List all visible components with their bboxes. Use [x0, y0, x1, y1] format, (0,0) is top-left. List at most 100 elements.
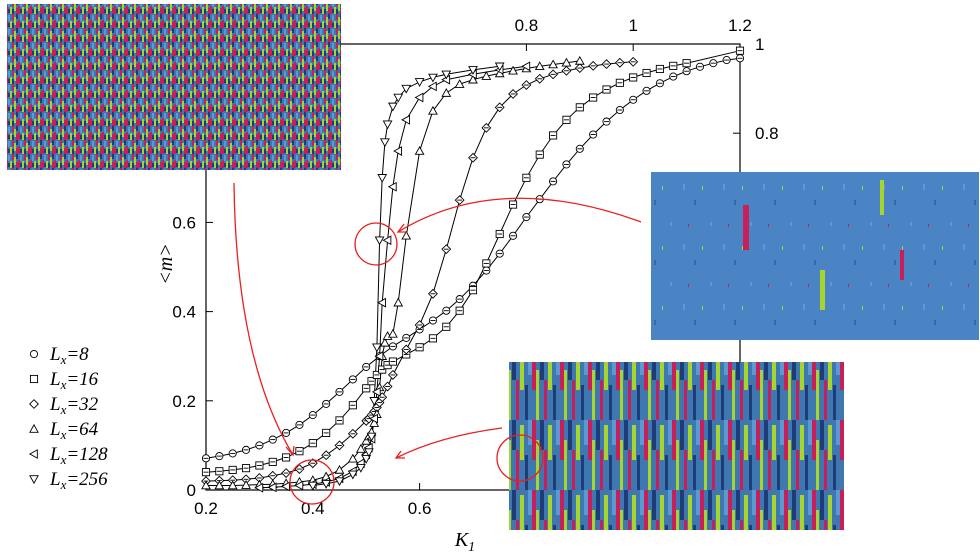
inset-snapshot-bottom-right — [509, 362, 844, 530]
data-point-lx-8 — [562, 160, 571, 169]
data-point-lx-128 — [369, 413, 378, 424]
data-point-lx-64 — [241, 480, 251, 489]
legend-entry-lx-16: Lx=16 — [29, 369, 99, 392]
y-tick-label-left: 0.2 — [172, 392, 196, 411]
y-tick-label-right: 1 — [755, 35, 764, 54]
data-point-lx-16 — [335, 416, 344, 425]
data-point-lx-8 — [201, 454, 211, 463]
inset-snapshot-top-left — [7, 4, 341, 170]
data-point-lx-8 — [709, 59, 718, 68]
data-point-lx-8 — [482, 266, 491, 275]
data-point-lx-64 — [574, 55, 585, 65]
data-point-lx-32 — [534, 73, 545, 84]
data-point-lx-8 — [362, 362, 371, 371]
data-point-lx-16 — [308, 439, 317, 448]
data-point-lx-128 — [281, 481, 290, 492]
legend-symbol — [28, 449, 38, 459]
data-point-lx-256 — [377, 174, 388, 183]
data-point-lx-16 — [509, 200, 518, 209]
data-point-lx-256 — [334, 477, 345, 487]
data-point-lx-8 — [322, 399, 331, 408]
data-point-lx-128 — [294, 480, 304, 491]
data-point-lx-8 — [295, 420, 304, 429]
data-point-lx-16 — [589, 93, 598, 102]
data-point-lx-64 — [561, 57, 572, 67]
inset-cluster-green-1 — [820, 270, 825, 310]
legend-entry-lx-256: Lx=256 — [29, 469, 108, 492]
legend-label: Lx=8 — [49, 344, 89, 367]
x-tick-label-top: 1 — [628, 16, 637, 35]
data-point-lx-32 — [267, 470, 278, 481]
data-point-lx-8 — [495, 249, 504, 258]
data-point-lx-64 — [401, 230, 412, 240]
data-point-lx-128 — [521, 61, 531, 72]
legend-symbol — [29, 475, 39, 485]
data-point-lx-128 — [377, 297, 386, 308]
data-point-lx-32 — [574, 63, 585, 74]
data-point-lx-8 — [335, 387, 344, 396]
data-point-lx-64 — [387, 328, 398, 338]
x-tick-label-bottom: 0.2 — [194, 499, 218, 518]
data-point-lx-256 — [468, 66, 478, 75]
data-point-lx-16 — [629, 73, 638, 82]
data-point-lx-16 — [378, 365, 387, 374]
data-point-lx-32 — [414, 320, 425, 330]
data-point-lx-16 — [201, 468, 211, 477]
data-point-lx-32 — [521, 80, 532, 90]
data-point-lx-64 — [534, 61, 545, 71]
data-point-lx-64 — [441, 87, 452, 97]
y-tick-label-left: 0 — [187, 481, 196, 500]
data-point-lx-32 — [561, 65, 572, 76]
data-point-lx-16 — [562, 115, 571, 124]
data-point-lx-8 — [255, 441, 264, 450]
data-point-lx-64 — [393, 297, 404, 307]
data-point-lx-128 — [382, 235, 392, 246]
data-point-lx-128 — [267, 482, 277, 493]
data-point-lx-256 — [441, 70, 452, 80]
data-point-lx-8 — [629, 95, 638, 104]
data-point-lx-8 — [642, 86, 651, 95]
arrow-to-low-disorder — [233, 182, 294, 456]
data-point-lx-32 — [321, 450, 332, 461]
data-point-lx-16 — [228, 465, 237, 474]
data-point-lx-8 — [669, 72, 678, 81]
data-point-lx-16 — [282, 453, 291, 462]
data-point-lx-64 — [334, 464, 345, 474]
data-point-lx-32 — [401, 344, 412, 355]
x-tick-label-top: 1.2 — [728, 16, 752, 35]
data-point-lx-64 — [355, 443, 366, 453]
data-point-lx-16 — [372, 370, 381, 379]
data-point-lx-16 — [549, 131, 558, 140]
data-point-lx-256 — [414, 78, 425, 87]
data-point-lx-32 — [347, 428, 358, 439]
x-tick-label-bottom: 0.6 — [408, 499, 432, 518]
data-point-lx-8 — [241, 445, 251, 454]
data-point-lx-8 — [655, 79, 664, 88]
legend-entry-lx-64: Lx=64 — [29, 419, 99, 442]
x-axis-title: K1 — [454, 529, 475, 555]
inset-cluster-red-2 — [900, 250, 904, 280]
data-point-lx-256 — [382, 120, 393, 130]
data-point-lx-16 — [655, 64, 664, 74]
data-point-lx-16 — [615, 78, 624, 87]
data-point-lx-16 — [735, 46, 745, 55]
data-point-lx-64 — [414, 145, 425, 155]
data-point-lx-8 — [508, 231, 518, 240]
y-tick-label-left: 0.6 — [172, 213, 196, 232]
data-point-lx-64 — [548, 59, 559, 69]
y-tick-label-right: 0.8 — [755, 124, 779, 143]
highlight-circle-low — [289, 459, 335, 505]
data-point-lx-16 — [415, 343, 424, 352]
data-point-lx-256 — [321, 479, 332, 489]
y-tick-label-left: 0.4 — [172, 303, 196, 322]
data-point-lx-128 — [387, 181, 397, 192]
data-point-lx-32 — [387, 369, 398, 380]
data-point-lx-32 — [334, 440, 345, 451]
inset-snapshot-right — [651, 172, 979, 340]
data-point-lx-8 — [215, 452, 224, 461]
data-point-lx-256 — [401, 84, 412, 94]
data-point-lx-8 — [268, 435, 277, 444]
data-point-lx-64 — [379, 337, 390, 347]
data-point-lx-16 — [442, 322, 451, 331]
legend-label: Lx=256 — [49, 469, 108, 492]
